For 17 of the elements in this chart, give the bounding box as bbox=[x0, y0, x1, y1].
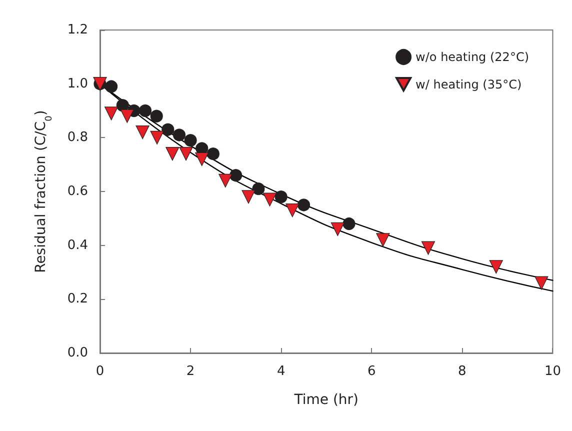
legend-label: w/ heating (35°C) bbox=[416, 77, 522, 92]
y-tick-label: 1.2 bbox=[67, 22, 88, 38]
y-tick-label: 0.2 bbox=[67, 292, 88, 307]
y-tick-label: 0.4 bbox=[67, 238, 88, 253]
y-axis-title: Residual fraction (C/C0) bbox=[33, 110, 54, 273]
y-tick-label: 1.0 bbox=[67, 76, 88, 92]
x-tick-label: 6 bbox=[367, 364, 376, 379]
x-tick-label: 10 bbox=[544, 364, 561, 379]
x-tick-label: 0 bbox=[96, 364, 104, 379]
x-tick-label: 4 bbox=[276, 364, 286, 379]
y-tick-label: 0.8 bbox=[67, 130, 88, 146]
x-axis-title: Time (hr) bbox=[293, 392, 358, 408]
x-tick-label: 8 bbox=[458, 364, 466, 379]
legend-label: w/o heating (22°C) bbox=[416, 50, 530, 64]
x-tick-label: 2 bbox=[186, 364, 195, 379]
y-tick-label: 0.0 bbox=[67, 346, 88, 360]
y-tick-label: 0.6 bbox=[67, 184, 88, 199]
